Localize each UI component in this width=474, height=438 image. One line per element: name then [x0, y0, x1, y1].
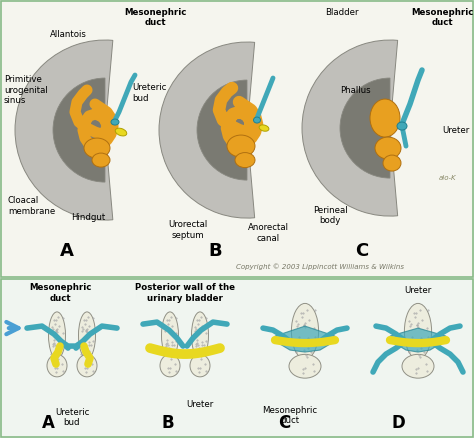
- Polygon shape: [275, 326, 335, 352]
- Text: Cloacal
membrane: Cloacal membrane: [8, 196, 55, 216]
- Ellipse shape: [292, 304, 319, 359]
- Text: Phallus: Phallus: [340, 85, 371, 95]
- Text: C: C: [278, 414, 290, 432]
- Text: Ureter: Ureter: [404, 286, 432, 295]
- Text: Mesonephric
duct: Mesonephric duct: [124, 8, 186, 28]
- Wedge shape: [302, 40, 398, 216]
- Text: A: A: [42, 414, 55, 432]
- Wedge shape: [197, 80, 247, 180]
- Polygon shape: [390, 328, 446, 352]
- Text: alo-K: alo-K: [438, 175, 456, 181]
- Text: B: B: [208, 242, 222, 260]
- Ellipse shape: [375, 137, 401, 159]
- Ellipse shape: [235, 152, 255, 168]
- Ellipse shape: [190, 354, 210, 377]
- Text: D: D: [392, 414, 406, 432]
- Ellipse shape: [48, 312, 65, 359]
- Ellipse shape: [402, 354, 434, 378]
- Wedge shape: [53, 78, 105, 182]
- Text: Mesonephric
duct: Mesonephric duct: [29, 283, 91, 303]
- Ellipse shape: [79, 312, 95, 359]
- Text: C: C: [355, 242, 368, 260]
- Text: Bladder: Bladder: [325, 8, 359, 17]
- Text: A: A: [60, 242, 74, 260]
- Ellipse shape: [111, 119, 119, 125]
- Text: Hindgut: Hindgut: [71, 213, 105, 222]
- Text: Ureter: Ureter: [442, 126, 469, 134]
- Text: Allantois: Allantois: [50, 30, 87, 39]
- Text: Ureter: Ureter: [186, 400, 214, 409]
- Ellipse shape: [47, 354, 67, 377]
- Wedge shape: [340, 78, 390, 178]
- Wedge shape: [15, 40, 113, 220]
- Text: Posterior wall of the
urinary bladder: Posterior wall of the urinary bladder: [135, 283, 235, 303]
- Ellipse shape: [397, 122, 407, 130]
- Ellipse shape: [84, 138, 110, 158]
- Ellipse shape: [227, 135, 255, 157]
- Ellipse shape: [370, 99, 400, 137]
- Ellipse shape: [77, 354, 97, 377]
- Text: Ureteric
bud: Ureteric bud: [132, 83, 166, 103]
- Ellipse shape: [383, 155, 401, 171]
- Text: Urorectal
septum: Urorectal septum: [168, 220, 208, 240]
- Ellipse shape: [92, 153, 110, 167]
- Ellipse shape: [254, 117, 261, 123]
- Ellipse shape: [162, 312, 179, 359]
- Wedge shape: [159, 42, 255, 218]
- Text: Anorectal
canal: Anorectal canal: [247, 223, 289, 243]
- Text: Mesonephric
duct: Mesonephric duct: [411, 8, 473, 28]
- Text: Mesonephric
duct: Mesonephric duct: [263, 406, 318, 425]
- Ellipse shape: [289, 354, 321, 378]
- Text: Ureteric
bud: Ureteric bud: [55, 408, 89, 427]
- Text: Primitive
urogenital
sinus: Primitive urogenital sinus: [4, 75, 48, 105]
- Ellipse shape: [160, 354, 180, 377]
- Ellipse shape: [115, 128, 127, 136]
- Text: Copyright © 2003 Lippincott Williams & Wilkins: Copyright © 2003 Lippincott Williams & W…: [236, 263, 404, 270]
- Text: B: B: [162, 414, 174, 432]
- Ellipse shape: [404, 304, 432, 359]
- Ellipse shape: [191, 312, 209, 359]
- Ellipse shape: [259, 125, 269, 131]
- Text: Perineal
body: Perineal body: [313, 206, 347, 226]
